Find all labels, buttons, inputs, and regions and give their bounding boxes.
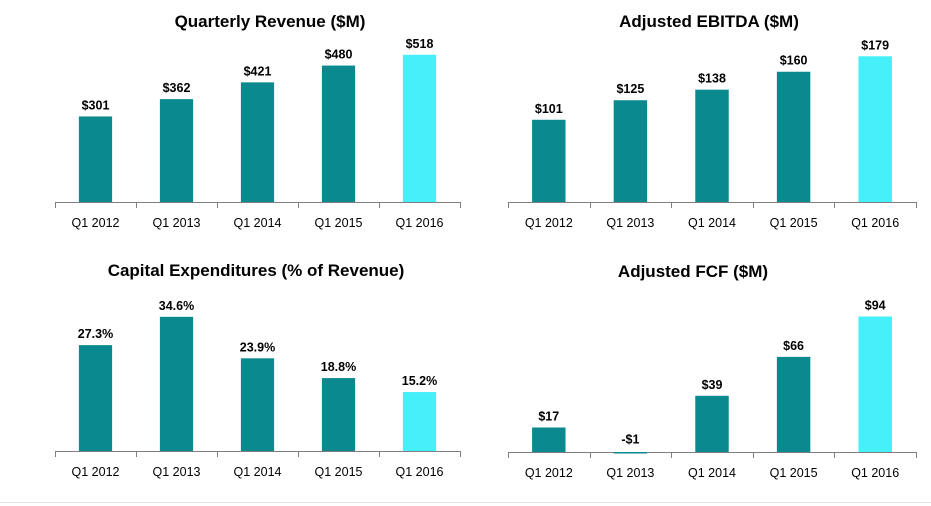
bar-q1-2014: [240, 82, 275, 202]
data-label: $518: [406, 37, 434, 51]
bar-q1-2016: [858, 56, 892, 203]
fcf-chart-panel: Adjusted FCF ($M) $17 Q1 2012 -$1 Q1 2013 $39…: [466, 250, 931, 502]
bar-q1-2015: [321, 65, 356, 202]
x-tick-label: Q1 2012: [525, 216, 573, 230]
data-label: $301: [82, 98, 110, 112]
capex-chart-panel: Capital Expenditures (% of Revenue) 27.3%…: [0, 250, 465, 502]
x-tick-label: Q1 2013: [153, 216, 201, 230]
data-label: $94: [865, 299, 886, 313]
data-label: -$1: [621, 433, 639, 447]
x-tick-label: Q1 2014: [234, 216, 282, 230]
data-label: $101: [535, 102, 563, 116]
data-label: $138: [698, 72, 726, 86]
data-label: $17: [538, 409, 559, 423]
data-label: 34.6%: [159, 299, 194, 313]
revenue-chart: Quarterly Revenue ($M) $301 Q1 2012 $362 Q1 …: [55, 12, 461, 230]
data-label: $160: [780, 54, 808, 68]
x-tick-label: Q1 2016: [396, 216, 444, 230]
x-tick-label: Q1 2015: [315, 465, 363, 479]
x-tick-label: Q1 2015: [770, 466, 818, 480]
bar-q1-2012: [532, 119, 566, 202]
data-label: $480: [325, 48, 353, 62]
bar-q1-2014: [695, 89, 729, 202]
chart-title: Adjusted FCF ($M): [618, 262, 768, 281]
data-label: $125: [616, 82, 644, 96]
fcf-chart: Adjusted FCF ($M) $17 Q1 2012 -$1 Q1 2013 $39…: [508, 262, 917, 480]
bar-q1-2016: [402, 54, 437, 202]
x-tick-label: Q1 2015: [770, 216, 818, 230]
bottom-divider: [0, 502, 931, 503]
x-tick-label: Q1 2012: [72, 216, 120, 230]
ebitda-chart-panel: Adjusted EBITDA ($M) $101 Q1 2012 $125 Q1 20…: [466, 0, 931, 250]
x-tick-label: Q1 2016: [396, 465, 444, 479]
x-tick-label: Q1 2013: [153, 465, 201, 479]
bar-q1-2015: [776, 356, 811, 452]
x-tick-label: Q1 2013: [606, 216, 654, 230]
data-label: $421: [244, 64, 272, 78]
x-tick-label: Q1 2013: [606, 466, 654, 480]
bar-q1-2013: [159, 99, 194, 202]
bar-q1-2012: [78, 345, 113, 451]
chart-title: Quarterly Revenue ($M): [175, 12, 366, 31]
data-label: 23.9%: [240, 340, 275, 354]
bar-q1-2013: [613, 452, 648, 454]
data-label: $362: [163, 81, 191, 95]
bar-q1-2014: [240, 358, 275, 451]
data-label: $66: [783, 339, 804, 353]
chart-title: Capital Expenditures (% of Revenue): [108, 261, 405, 280]
bar-q1-2015: [321, 378, 356, 451]
x-tick-label: Q1 2016: [851, 466, 899, 480]
data-label: 18.8%: [321, 360, 356, 374]
revenue-chart-panel: Quarterly Revenue ($M) $301 Q1 2012 $362 Q1 …: [0, 0, 465, 250]
x-tick-label: Q1 2016: [851, 216, 899, 230]
bar-q1-2015: [776, 71, 811, 202]
bar-q1-2012: [532, 427, 566, 452]
x-tick-label: Q1 2014: [688, 216, 736, 230]
data-label: 27.3%: [78, 327, 113, 341]
bar-q1-2016: [858, 316, 892, 452]
data-label: 15.2%: [402, 374, 437, 388]
data-label: $39: [702, 378, 723, 392]
x-tick-label: Q1 2014: [688, 466, 736, 480]
x-tick-label: Q1 2015: [315, 216, 363, 230]
bar-q1-2012: [78, 116, 113, 202]
ebitda-chart: Adjusted EBITDA ($M) $101 Q1 2012 $125 Q1 20…: [508, 12, 917, 230]
chart-title: Adjusted EBITDA ($M): [619, 12, 799, 31]
capex-chart: Capital Expenditures (% of Revenue) 27.3%…: [55, 261, 461, 479]
bar-q1-2016: [402, 392, 437, 451]
x-tick-label: Q1 2012: [525, 466, 573, 480]
x-tick-label: Q1 2014: [234, 465, 282, 479]
x-tick-label: Q1 2012: [72, 465, 120, 479]
bar-q1-2014: [695, 395, 729, 452]
bar-q1-2013: [613, 100, 648, 202]
bar-q1-2013: [159, 316, 194, 451]
data-label: $179: [861, 38, 889, 52]
